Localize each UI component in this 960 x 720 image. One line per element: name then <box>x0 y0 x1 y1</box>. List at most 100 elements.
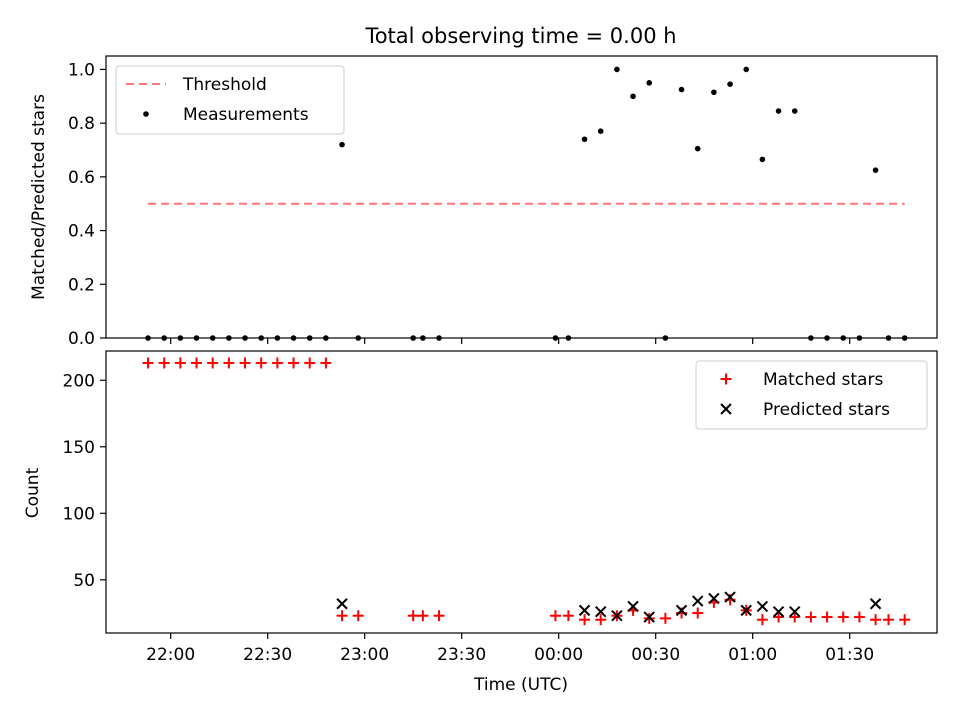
x-tick-label: 00:00 <box>534 645 583 665</box>
matched-star-point <box>433 610 445 622</box>
count-panel-frame <box>105 350 938 634</box>
ratio-y-axis-label: Matched/Predicted stars <box>29 94 49 300</box>
y-tick-label: 100 <box>63 504 95 524</box>
predicted-star-point <box>756 600 769 613</box>
legend-matched-label: Matched stars <box>763 370 883 390</box>
ratio-y-ticks: 0.0 0.2 0.4 0.6 0.8 1.0 <box>68 60 106 349</box>
predicted-star-point <box>675 604 688 617</box>
measurement-point <box>552 335 559 341</box>
legend-matched-swatch <box>720 373 732 385</box>
measurement-point <box>242 335 248 341</box>
matched-star-point <box>288 357 300 369</box>
matched-star-point <box>853 611 865 623</box>
measurement-point <box>662 335 669 341</box>
count-y-axis-label: Count <box>23 467 43 518</box>
predicted-star-point <box>789 606 801 618</box>
measurement-point <box>565 335 572 341</box>
predicted-star-point <box>724 591 736 603</box>
legend-threshold-label: Threshold <box>182 75 267 95</box>
measurement-point <box>824 335 830 341</box>
matched-star-point <box>271 357 283 369</box>
measurement-point <box>410 335 416 341</box>
measurement-point <box>901 335 908 341</box>
count-y-ticks: 50 100 150 200 <box>63 371 106 591</box>
matched-star-point <box>659 612 671 624</box>
matched-star-point <box>158 357 170 369</box>
measurement-point <box>306 335 313 341</box>
x-axis-label: Time (UTC) <box>473 675 568 695</box>
measurement-point <box>791 108 798 114</box>
y-tick-label: 150 <box>63 438 95 458</box>
measurement-point <box>161 335 168 341</box>
measurement-point <box>808 335 814 341</box>
matched-star-point <box>304 357 316 369</box>
predicted-star-point <box>740 604 752 617</box>
matched-star-point <box>882 614 894 626</box>
ratio-legend: Threshold Measurements <box>115 65 345 135</box>
predicted-star-points <box>336 591 882 623</box>
measurement-point <box>775 108 782 114</box>
figure-title: Total observing time = 0.00 h <box>364 24 676 48</box>
y-tick-label: 50 <box>73 571 95 591</box>
predicted-star-point <box>627 600 639 613</box>
predicted-star-point <box>692 595 704 607</box>
legend-matched-marker <box>720 373 732 385</box>
measurement-point <box>856 335 863 341</box>
matched-star-point <box>821 611 833 623</box>
measurement-point <box>872 167 879 173</box>
matched-star-point <box>579 614 591 626</box>
y-tick-label: 1.0 <box>68 60 95 80</box>
y-tick-label: 0.2 <box>68 275 95 295</box>
ratio-legend-box <box>115 65 345 135</box>
measurement-point <box>339 141 345 148</box>
x-tick-label: 22:30 <box>243 645 292 665</box>
matched-star-points <box>142 357 911 626</box>
measurement-point <box>759 156 766 163</box>
measurement-point <box>436 335 442 341</box>
matched-star-point <box>899 614 911 626</box>
matched-star-point <box>407 610 419 622</box>
x-tick-label: 00:30 <box>631 645 680 665</box>
ratio-x-ticks <box>170 338 851 344</box>
y-tick-label: 200 <box>63 371 95 391</box>
measurement-point <box>694 145 701 152</box>
count-legend-box <box>695 360 928 430</box>
y-tick-label: 0.4 <box>68 222 95 242</box>
measurement-point <box>678 86 685 93</box>
matched-star-point <box>255 357 267 369</box>
matched-star-point <box>207 357 219 369</box>
y-tick-label: 0.0 <box>68 329 95 349</box>
measurement-point <box>145 335 151 341</box>
measurement-point <box>743 66 750 73</box>
y-tick-label: 0.6 <box>68 168 95 188</box>
measurement-point <box>581 136 588 143</box>
measurement-point <box>711 89 717 96</box>
measurement-point <box>226 335 232 341</box>
legend-predicted-marker <box>720 403 732 415</box>
measurement-point <box>420 335 426 341</box>
x-tick-label: 23:00 <box>340 645 389 665</box>
predicted-star-point <box>643 611 655 623</box>
matched-star-point <box>773 611 785 623</box>
matched-star-point <box>549 610 561 622</box>
count-legend: Matched stars Predicted stars <box>695 360 928 430</box>
count-panel: 22:00 22:30 23:00 23:30 00:00 00:30 01:00 01:30… <box>23 350 938 695</box>
predicted-star-point <box>869 598 882 610</box>
matched-star-point <box>692 607 704 619</box>
ratio-panel: 0.0 0.2 0.4 0.6 0.8 1.0 Matched/Predicted sta… <box>29 55 938 349</box>
matched-star-point <box>417 610 429 622</box>
measurement-points <box>145 66 908 341</box>
measurement-point <box>727 81 733 87</box>
matched-star-point <box>595 614 607 626</box>
predicted-star-point <box>708 592 720 605</box>
matched-star-point <box>223 357 235 369</box>
matched-star-point <box>352 610 364 622</box>
measurement-point <box>355 335 362 341</box>
matched-star-point <box>789 611 801 623</box>
measurement-point <box>646 80 653 86</box>
matched-star-point <box>870 614 882 626</box>
measurement-point <box>630 93 636 100</box>
predicted-star-point <box>772 606 785 618</box>
matched-star-point <box>756 614 768 626</box>
predicted-star-point <box>336 598 348 610</box>
